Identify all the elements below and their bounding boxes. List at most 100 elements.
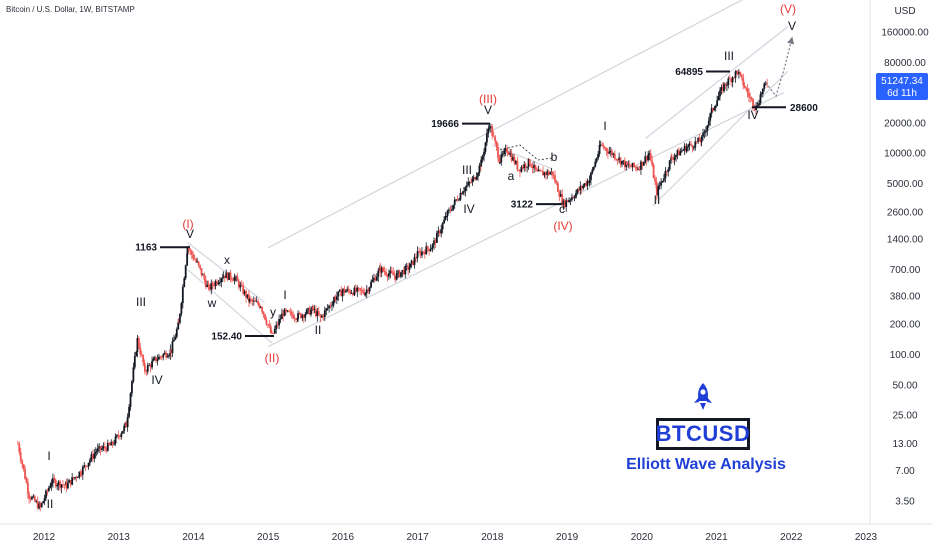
candle-body: [353, 287, 356, 296]
candle-body: [297, 313, 299, 320]
candle-body: [101, 448, 103, 450]
candle-body: [428, 248, 431, 252]
time-tick-label: 2017: [407, 532, 430, 543]
candle-body: [387, 273, 390, 277]
candle-body: [258, 304, 261, 308]
candle-body: [709, 113, 712, 121]
candle-body: [713, 107, 716, 111]
candle-body: [65, 482, 68, 489]
candle-body: [395, 273, 398, 280]
candle-body: [126, 416, 129, 428]
candle-body: [698, 137, 701, 142]
candle-body: [116, 434, 118, 437]
candle-body: [419, 251, 422, 256]
candle-body: [409, 263, 412, 268]
price-tick-label: 200.00: [890, 320, 921, 331]
candle-body: [691, 145, 694, 148]
candle-body: [495, 141, 498, 147]
candle-body: [521, 166, 524, 169]
candle-body: [612, 153, 615, 156]
candle-body: [118, 436, 121, 437]
candle-body: [486, 133, 488, 143]
candle-body: [533, 164, 535, 169]
candle-body: [240, 284, 243, 286]
candle-body: [740, 74, 743, 78]
price-tick-label: 1400.00: [887, 235, 924, 246]
current-price-value: 51247.34: [881, 76, 923, 87]
candle-body: [577, 189, 580, 191]
candle-body: [136, 338, 139, 352]
time-tick-label: 2013: [108, 532, 131, 543]
candle-body: [45, 490, 47, 499]
candle-body: [398, 270, 401, 277]
candle-body: [595, 158, 598, 162]
candle-body: [423, 252, 426, 255]
candle-body: [568, 200, 571, 202]
candle-body: [619, 157, 622, 165]
price-tick-label: 380.00: [890, 292, 921, 303]
candle-body: [474, 177, 477, 180]
candle-body: [605, 148, 608, 152]
candle-body: [491, 126, 494, 136]
candle-body: [174, 336, 177, 340]
price-tick-label: 13.00: [892, 439, 917, 450]
candle-body: [565, 200, 568, 207]
candle-body: [286, 310, 289, 312]
candle-body: [377, 270, 380, 277]
candle-body: [53, 478, 56, 481]
candle-body: [133, 356, 136, 368]
candle-body: [625, 162, 628, 165]
candle-body: [228, 272, 230, 280]
candle-body: [142, 355, 145, 363]
candle-body: [323, 310, 326, 317]
candle-body: [352, 293, 354, 296]
candle-body: [239, 284, 242, 288]
candle-body: [66, 482, 69, 489]
candle-body: [87, 462, 90, 467]
currency-label[interactable]: USD: [894, 6, 915, 17]
candle-body: [513, 157, 516, 164]
candle-body: [245, 291, 247, 298]
price-annotation: 19666: [431, 119, 459, 130]
candle-body: [501, 154, 504, 155]
wave-label: a: [508, 169, 515, 183]
candle-body: [407, 265, 410, 270]
candle-body: [561, 194, 564, 205]
candle-body: [46, 490, 49, 492]
candle-body: [301, 315, 304, 318]
candle-body: [314, 309, 317, 317]
candle-body: [62, 484, 64, 486]
price-annotation: 3122: [511, 200, 534, 211]
candle-body: [145, 371, 148, 373]
candle-body: [591, 169, 594, 173]
candle-body: [520, 166, 523, 172]
candle-body: [287, 310, 290, 312]
candle-body: [71, 477, 74, 485]
wave-degree-label: (III): [479, 92, 497, 106]
candle-body: [317, 311, 320, 315]
candle-body: [547, 171, 550, 175]
candle-body: [637, 169, 639, 170]
candle-body: [455, 199, 458, 201]
candle-body: [651, 160, 654, 165]
candle-body: [350, 293, 353, 294]
candle-body: [261, 307, 264, 312]
candle-body: [202, 274, 204, 276]
candle-body: [484, 142, 487, 152]
candle-body: [181, 286, 184, 304]
time-axis[interactable]: 2012 2013 2014 2015 2016 2017 2018 2019 2020 2021…: [33, 532, 878, 543]
candle-body: [216, 281, 218, 284]
candle-body: [254, 300, 257, 302]
candle-body: [763, 83, 766, 89]
candle-body: [40, 503, 43, 507]
candle-body: [463, 191, 465, 193]
time-tick-label: 2022: [780, 532, 803, 543]
candle-body: [609, 150, 612, 152]
candle-body: [661, 180, 664, 183]
candle-body: [129, 393, 132, 407]
price-axis[interactable]: 160000.0080000.0040000.0020000.0010000.0…: [881, 28, 929, 508]
candle-body: [497, 146, 499, 158]
candle-body: [221, 277, 224, 279]
candle-body: [334, 297, 337, 300]
